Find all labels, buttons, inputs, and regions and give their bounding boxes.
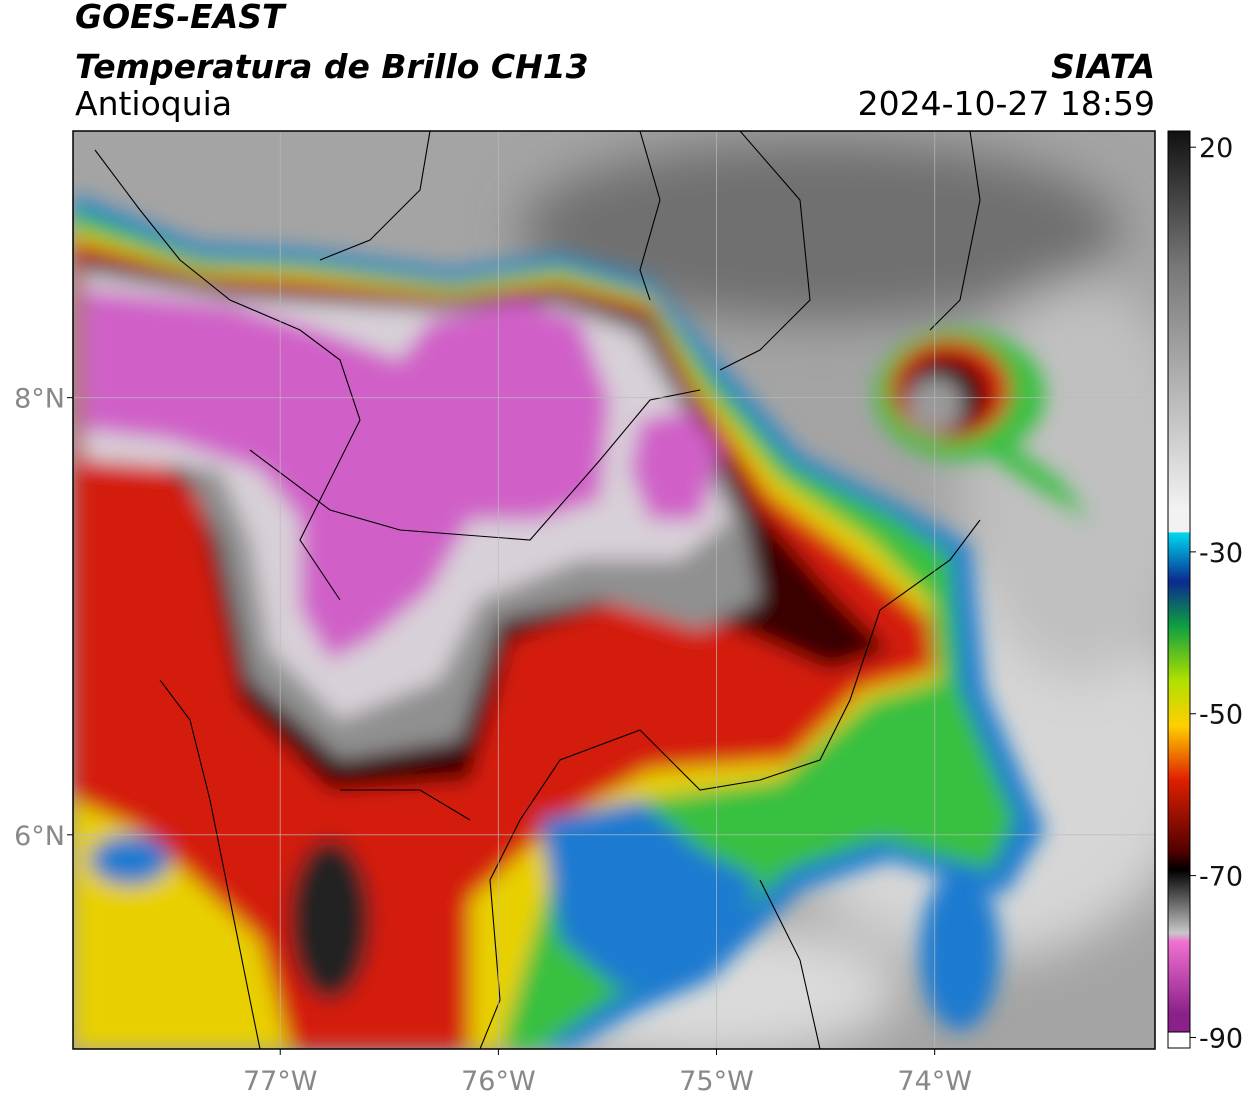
- borders: [94, 131, 981, 1049]
- colorbar-extension: [1167, 1031, 1191, 1049]
- lon-tick-label: 75°W: [679, 1066, 754, 1097]
- lat-tick-label: 6°N: [14, 821, 65, 852]
- colorbar-frame: [1167, 130, 1191, 1049]
- colorbar-tick-label: -30: [1199, 538, 1243, 569]
- lat-tick-label: 8°N: [14, 384, 65, 415]
- imagery: [73, 131, 1155, 1049]
- map-frame: [72, 130, 1156, 1050]
- lon-tick-label: 77°W: [243, 1066, 318, 1097]
- lon-tick-label: 74°W: [897, 1066, 972, 1097]
- title: GOES-EAST: [75, 0, 287, 36]
- colorbar: [1168, 131, 1190, 1032]
- source: SIATA: [1051, 47, 1155, 86]
- grid: [73, 131, 1155, 1049]
- colorbar-tick-label: -90: [1199, 1023, 1243, 1054]
- subtitle: Temperatura de Brillo CH13: [75, 47, 589, 86]
- lon-tick-label: 76°W: [461, 1066, 536, 1097]
- colorbar-tick-label: -70: [1199, 862, 1243, 893]
- datetime: 2024-10-27 18:59: [858, 84, 1155, 123]
- colorbar-tick-label: -50: [1199, 700, 1243, 731]
- region: Antioquia: [75, 84, 232, 123]
- colorbar-tick-label: 20: [1199, 133, 1233, 164]
